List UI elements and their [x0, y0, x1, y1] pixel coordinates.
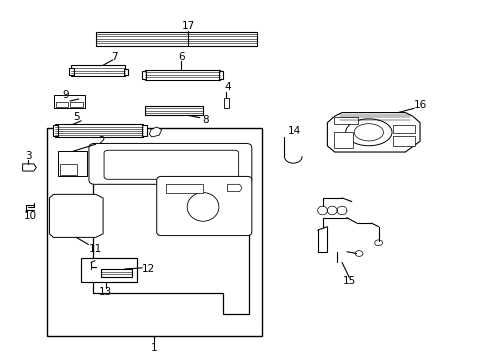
Text: 1: 1	[151, 343, 157, 353]
Ellipse shape	[353, 124, 383, 141]
Bar	[69, 68, 74, 75]
Polygon shape	[49, 194, 103, 237]
Text: 3: 3	[24, 151, 31, 161]
Ellipse shape	[345, 119, 391, 146]
Text: 13: 13	[99, 287, 112, 297]
Bar	[55, 125, 143, 137]
Bar	[144, 69, 220, 80]
Text: 15: 15	[342, 276, 355, 286]
Polygon shape	[22, 164, 36, 171]
Text: 17: 17	[182, 21, 195, 31]
Bar	[53, 126, 58, 136]
Circle shape	[374, 240, 382, 246]
Polygon shape	[327, 113, 419, 152]
Bar	[392, 136, 414, 146]
Bar	[142, 126, 147, 136]
Bar	[101, 269, 132, 277]
Text: 10: 10	[23, 211, 37, 221]
Bar	[144, 106, 203, 116]
Bar	[58, 151, 87, 176]
Ellipse shape	[187, 193, 219, 221]
Text: 8: 8	[202, 115, 208, 125]
FancyBboxPatch shape	[89, 143, 251, 184]
Bar	[123, 69, 128, 75]
FancyBboxPatch shape	[104, 150, 238, 179]
Bar	[81, 258, 137, 282]
Polygon shape	[227, 184, 242, 192]
Circle shape	[354, 251, 362, 256]
Text: 16: 16	[412, 100, 426, 110]
Polygon shape	[93, 146, 249, 315]
Bar	[54, 95, 84, 108]
Bar	[71, 65, 125, 76]
Bar	[219, 71, 223, 78]
Bar	[142, 71, 146, 78]
Text: 6: 6	[178, 52, 184, 62]
Bar	[166, 184, 203, 193]
Text: 11: 11	[89, 244, 102, 254]
Bar	[70, 102, 82, 107]
Bar	[392, 126, 414, 134]
Text: 12: 12	[141, 264, 154, 274]
FancyBboxPatch shape	[157, 176, 251, 235]
Text: 5: 5	[73, 112, 80, 122]
Text: 4: 4	[224, 82, 230, 93]
Text: 2: 2	[98, 136, 105, 145]
Bar	[224, 98, 228, 108]
Bar	[96, 32, 256, 45]
Text: 7: 7	[111, 52, 118, 62]
Text: 14: 14	[287, 126, 301, 135]
Bar	[333, 117, 357, 125]
Bar	[333, 132, 352, 148]
Polygon shape	[149, 127, 161, 137]
Text: 9: 9	[62, 90, 69, 100]
Bar	[56, 102, 68, 107]
Bar	[60, 164, 77, 175]
Bar	[47, 128, 261, 336]
